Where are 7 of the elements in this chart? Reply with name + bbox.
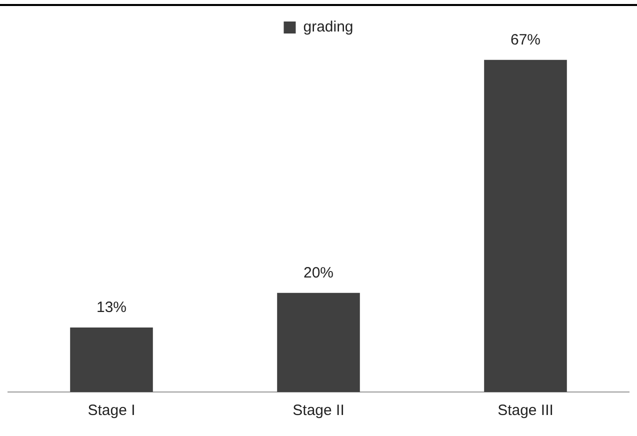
data-label: 20%: [303, 264, 334, 282]
x-tick-label: Stage II: [292, 402, 344, 420]
data-label: 13%: [96, 299, 127, 316]
x-tick-label: Stage III: [498, 402, 554, 420]
x-tick-label: Stage I: [88, 402, 136, 420]
data-label: 67%: [510, 32, 541, 49]
legend-label: grading: [303, 18, 354, 36]
